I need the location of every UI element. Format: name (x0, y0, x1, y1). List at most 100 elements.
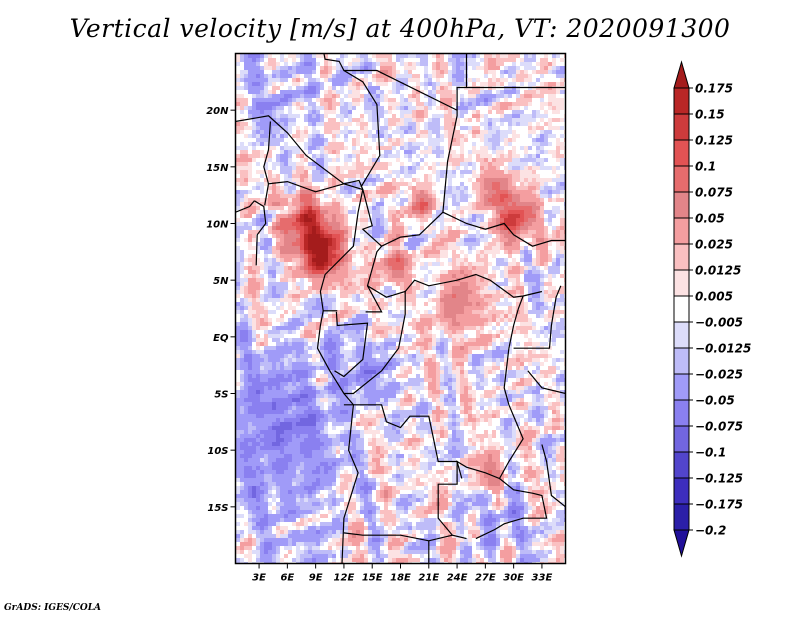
field-cell (372, 54, 376, 58)
field-cell (372, 418, 376, 422)
field-cell (340, 502, 344, 506)
field-cell (352, 506, 356, 510)
field-cell (304, 434, 308, 438)
field-cell (292, 522, 296, 526)
field-cell (360, 210, 364, 214)
field-cell (280, 294, 284, 298)
field-cell (376, 150, 380, 154)
field-cell (236, 458, 240, 462)
field-cell (296, 398, 300, 402)
field-cell (236, 470, 240, 474)
field-cell (264, 510, 268, 514)
field-cell (388, 330, 392, 334)
field-cell (308, 290, 312, 294)
field-cell (332, 386, 336, 390)
field-cell (296, 338, 300, 342)
field-cell (248, 250, 252, 254)
field-cell (272, 426, 276, 430)
field-cell (268, 450, 272, 454)
field-cell (244, 146, 248, 150)
field-cell (320, 374, 324, 378)
field-cell (352, 490, 356, 494)
field-cell (320, 138, 324, 142)
field-cell (340, 154, 344, 158)
field-cell (248, 62, 252, 66)
field-cell (308, 430, 312, 434)
field-cell (284, 262, 288, 266)
field-cell (260, 342, 264, 346)
field-cell (332, 74, 336, 78)
field-cell (344, 430, 348, 434)
field-cell (304, 114, 308, 118)
field-cell (268, 66, 272, 70)
field-cell (244, 218, 248, 222)
field-cell (324, 446, 328, 450)
field-cell (368, 382, 372, 386)
field-cell (280, 350, 284, 354)
field-cell (248, 422, 252, 426)
field-cell (256, 462, 260, 466)
field-cell (360, 446, 364, 450)
field-cell (244, 246, 248, 250)
field-cell (276, 286, 280, 290)
field-cell (328, 146, 332, 150)
field-cell (376, 506, 380, 510)
field-cell (344, 470, 348, 474)
field-cell (352, 310, 356, 314)
field-cell (308, 398, 312, 402)
field-cell (320, 158, 324, 162)
field-cell (324, 462, 328, 466)
field-cell (280, 398, 284, 402)
field-cell (328, 206, 332, 210)
field-cell (380, 290, 384, 294)
field-cell (240, 386, 244, 390)
field-cell (328, 422, 332, 426)
field-cell (344, 330, 348, 334)
field-cell (272, 78, 276, 82)
field-cell (328, 538, 332, 542)
field-cell (296, 162, 300, 166)
field-cell (388, 418, 392, 422)
field-cell (356, 546, 360, 550)
field-cell (292, 222, 296, 226)
field-cell (276, 530, 280, 534)
field-cell (300, 354, 304, 358)
field-cell (336, 438, 340, 442)
field-cell (324, 366, 328, 370)
field-cell (336, 262, 340, 266)
field-cell (348, 314, 352, 318)
field-cell (320, 82, 324, 86)
field-cell (348, 226, 352, 230)
field-cell (388, 494, 392, 498)
field-cell (356, 342, 360, 346)
field-cell (252, 442, 256, 446)
field-cell (236, 178, 240, 182)
field-cell (272, 342, 276, 346)
field-cell (304, 218, 308, 222)
field-cell (380, 306, 384, 310)
field-cell (304, 478, 308, 482)
field-cell (344, 542, 348, 546)
field-cell (368, 146, 372, 150)
field-cell (256, 542, 260, 546)
field-cell (268, 174, 272, 178)
field-cell (308, 270, 312, 274)
field-cell (352, 202, 356, 206)
field-cell (272, 378, 276, 382)
field-cell (252, 414, 256, 418)
field-cell (328, 386, 332, 390)
field-cell (276, 126, 280, 130)
field-cell (268, 198, 272, 202)
field-cell (312, 266, 316, 270)
field-cell (288, 418, 292, 422)
field-cell (328, 482, 332, 486)
field-cell (268, 550, 272, 554)
field-cell (320, 294, 324, 298)
field-cell (364, 266, 368, 270)
field-cell (284, 470, 288, 474)
field-cell (312, 246, 316, 250)
field-cell (364, 70, 368, 74)
field-cell (336, 86, 340, 90)
field-cell (280, 482, 284, 486)
field-cell (356, 338, 360, 342)
